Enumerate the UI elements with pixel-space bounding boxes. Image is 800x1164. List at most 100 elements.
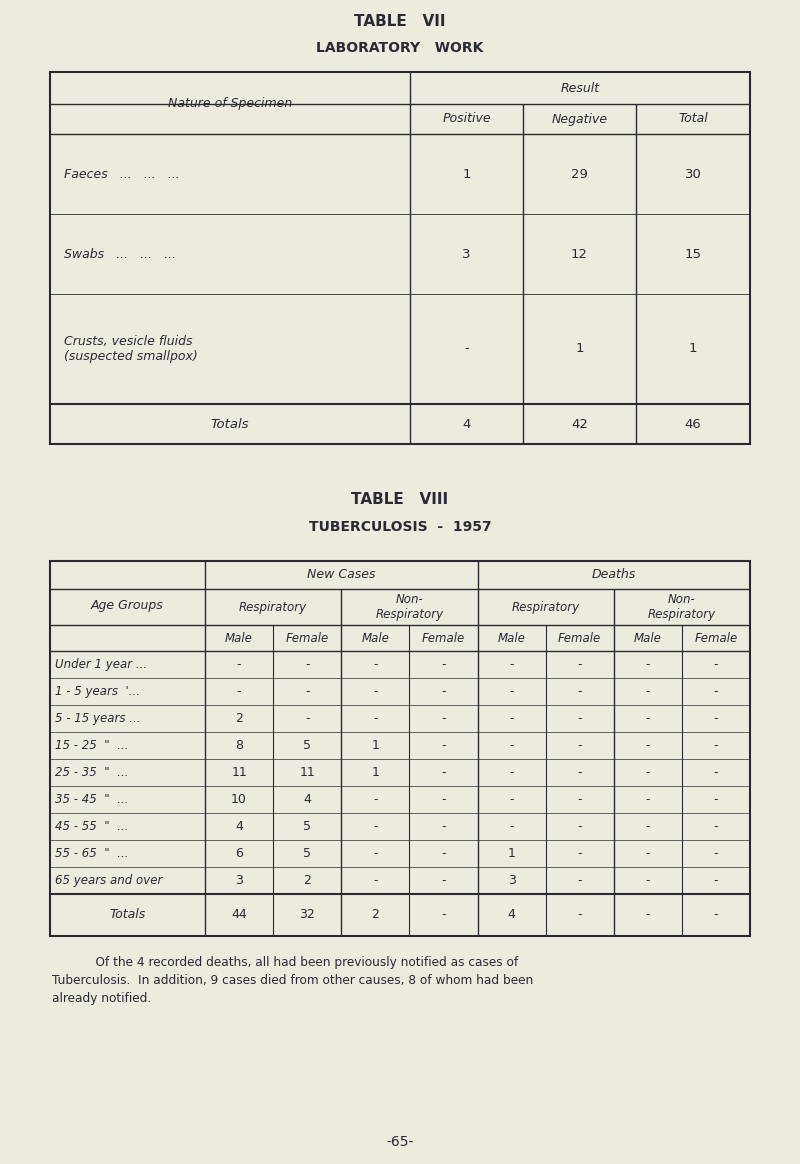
Text: -: -: [714, 712, 718, 725]
Text: 65 years and over: 65 years and over: [55, 874, 162, 887]
Bar: [50, 72, 750, 443]
Text: Female: Female: [286, 632, 329, 645]
Text: -: -: [646, 819, 650, 833]
Text: -: -: [305, 684, 310, 698]
Text: Respiratory: Respiratory: [511, 601, 580, 613]
Text: 5: 5: [303, 739, 311, 752]
Text: 4: 4: [303, 793, 311, 805]
Text: -: -: [441, 712, 446, 725]
Text: 44: 44: [231, 908, 247, 922]
Text: -: -: [510, 658, 514, 670]
Text: 3: 3: [235, 874, 243, 887]
Text: 4: 4: [235, 819, 243, 833]
Text: -: -: [714, 658, 718, 670]
Text: Female: Female: [558, 632, 602, 645]
Text: -: -: [441, 908, 446, 922]
Text: Faeces   ...   ...   ...: Faeces ... ... ...: [64, 168, 180, 180]
Text: -: -: [441, 766, 446, 779]
Text: 29: 29: [571, 168, 588, 180]
Text: -: -: [510, 712, 514, 725]
Text: Total: Total: [678, 113, 708, 126]
Text: 35 - 45  "  ...: 35 - 45 " ...: [55, 793, 128, 805]
Text: -: -: [578, 658, 582, 670]
Text: 11: 11: [231, 766, 247, 779]
Text: -: -: [578, 874, 582, 887]
Text: -: -: [237, 658, 242, 670]
Text: Totals: Totals: [210, 418, 250, 431]
Text: -: -: [646, 684, 650, 698]
Text: 1: 1: [575, 342, 584, 355]
Text: New Cases: New Cases: [307, 568, 375, 582]
Text: 55 - 65  "  ...: 55 - 65 " ...: [55, 847, 128, 860]
Text: 45 - 55  "  ...: 45 - 55 " ...: [55, 819, 128, 833]
Text: -: -: [237, 684, 242, 698]
Text: 1 - 5 years  '...: 1 - 5 years '...: [55, 684, 140, 698]
Text: -: -: [510, 766, 514, 779]
Text: 1: 1: [371, 766, 379, 779]
Text: -: -: [714, 739, 718, 752]
Text: Non-
Respiratory: Non- Respiratory: [375, 592, 443, 622]
Text: Age Groups: Age Groups: [91, 599, 164, 612]
Text: -: -: [441, 739, 446, 752]
Text: 4: 4: [508, 908, 515, 922]
Text: -: -: [373, 819, 378, 833]
Bar: [50, 561, 750, 936]
Text: already notified.: already notified.: [52, 992, 151, 1005]
Text: -: -: [578, 908, 582, 922]
Text: -: -: [578, 684, 582, 698]
Text: -: -: [646, 766, 650, 779]
Text: TABLE   VII: TABLE VII: [354, 14, 446, 29]
Text: -: -: [373, 712, 378, 725]
Text: -: -: [373, 684, 378, 698]
Text: -: -: [714, 766, 718, 779]
Text: -: -: [305, 658, 310, 670]
Text: 2: 2: [235, 712, 243, 725]
Text: -: -: [305, 712, 310, 725]
Text: 32: 32: [299, 908, 315, 922]
Text: Female: Female: [694, 632, 738, 645]
Text: 5 - 15 years ...: 5 - 15 years ...: [55, 712, 141, 725]
Text: -65-: -65-: [386, 1135, 414, 1149]
Text: -: -: [714, 874, 718, 887]
Text: 25 - 35  "  ...: 25 - 35 " ...: [55, 766, 128, 779]
Text: -: -: [441, 658, 446, 670]
Text: -: -: [714, 908, 718, 922]
Text: Nature of Specimen: Nature of Specimen: [168, 97, 292, 109]
Text: Result: Result: [561, 81, 599, 94]
Text: -: -: [373, 874, 378, 887]
Text: 46: 46: [685, 418, 702, 431]
Text: 11: 11: [299, 766, 315, 779]
Text: 2: 2: [371, 908, 379, 922]
Text: -: -: [373, 847, 378, 860]
Text: Female: Female: [422, 632, 465, 645]
Text: -: -: [510, 684, 514, 698]
Text: -: -: [373, 793, 378, 805]
Text: -: -: [578, 793, 582, 805]
Text: 12: 12: [571, 248, 588, 261]
Text: 1: 1: [371, 739, 379, 752]
Text: 42: 42: [571, 418, 588, 431]
Text: Positive: Positive: [442, 113, 491, 126]
Text: Respiratory: Respiratory: [239, 601, 307, 613]
Text: 5: 5: [303, 847, 311, 860]
Text: -: -: [646, 874, 650, 887]
Text: Deaths: Deaths: [592, 568, 636, 582]
Text: 2: 2: [303, 874, 311, 887]
Text: 15 - 25  "  ...: 15 - 25 " ...: [55, 739, 128, 752]
Text: 1: 1: [508, 847, 515, 860]
Text: -: -: [510, 739, 514, 752]
Text: -: -: [578, 739, 582, 752]
Text: 5: 5: [303, 819, 311, 833]
Text: 1: 1: [462, 168, 470, 180]
Text: -: -: [464, 342, 469, 355]
Text: Male: Male: [498, 632, 526, 645]
Text: -: -: [646, 712, 650, 725]
Text: Tuberculosis.  In addition, 9 cases died from other causes, 8 of whom had been: Tuberculosis. In addition, 9 cases died …: [52, 974, 534, 987]
Text: -: -: [441, 874, 446, 887]
Text: -: -: [373, 658, 378, 670]
Text: -: -: [510, 819, 514, 833]
Text: 1: 1: [689, 342, 698, 355]
Text: -: -: [646, 793, 650, 805]
Text: -: -: [646, 908, 650, 922]
Text: LABORATORY   WORK: LABORATORY WORK: [316, 41, 484, 55]
